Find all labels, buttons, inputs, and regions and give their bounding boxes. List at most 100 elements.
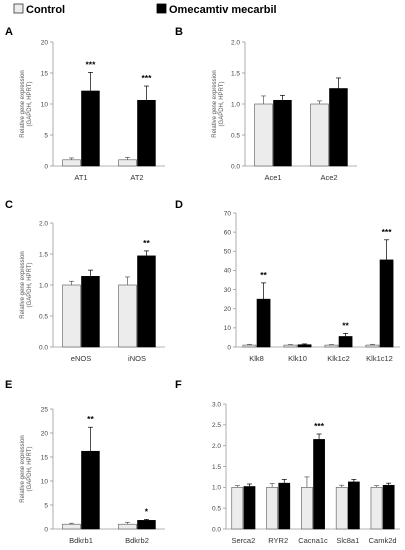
x-tick-label: Klk10 (288, 354, 307, 363)
y-axis-label-unit: (GAPDH, HPRT) (27, 263, 33, 308)
x-tick-label: Klk8 (249, 354, 264, 363)
x-tick-label: Slc8a1 (336, 536, 359, 545)
significance-marker: *** (382, 227, 393, 237)
legend-swatch-control (13, 3, 24, 14)
significance-marker: ** (143, 238, 150, 248)
legend: Control Omecamtiv mecarbil (13, 3, 277, 16)
significance-marker: ** (342, 320, 349, 330)
y-axis-label: Relative gene expression (212, 70, 218, 137)
y-tick-label: 30 (224, 287, 232, 294)
y-tick-label: 0.0 (39, 344, 48, 351)
panel-letter: F (175, 379, 182, 391)
x-tick-label: Camk2d (369, 536, 397, 545)
bar-control (62, 159, 81, 167)
x-tick-label: Klk1c2 (327, 354, 350, 363)
bar-treated (338, 336, 353, 348)
panel-d: D 0 10 20 30 40 50 60 70 Klk8 Klk10 Klk1c2 Klk1c12 **… (175, 199, 400, 363)
bar-control (118, 523, 137, 530)
bar-treated (137, 255, 156, 348)
y-tick-label: 0.0 (212, 526, 221, 533)
y-tick-label: 0.5 (39, 313, 48, 320)
bar-control (310, 103, 329, 167)
significance-marker: *** (85, 59, 96, 69)
y-tick-label: 2.0 (39, 220, 48, 227)
y-tick-label: 20 (41, 39, 49, 46)
y-tick-label: 25 (41, 406, 49, 413)
bar-treated (379, 259, 394, 348)
significance-marker: *** (141, 73, 152, 83)
bar-control (62, 523, 81, 530)
y-tick-label: 60 (224, 229, 232, 236)
y-axis-label-unit: (GAPDH, HPRT) (27, 82, 33, 127)
bar-control (324, 344, 339, 348)
bar-control (62, 284, 81, 348)
y-tick-label: 0.5 (231, 132, 240, 139)
bar-control (335, 487, 348, 530)
x-tick-label: iNOS (128, 354, 146, 363)
x-tick-label: AT1 (74, 173, 87, 182)
panel-f: F 0.0 0.5 1.0 1.5 2.0 2.5 3.0 Serca2 RYR2 Cacna1c S… (175, 379, 400, 545)
y-tick-label: 10 (224, 325, 232, 332)
y-tick-label: 10 (41, 478, 49, 485)
legend-label-treated: Omecamtiv mecarbil (169, 4, 277, 16)
significance-marker: * (145, 506, 149, 516)
x-tick-label: RYR2 (268, 536, 288, 545)
y-axis-label-unit: (GAPDH, HPRT) (219, 82, 225, 127)
y-tick-label: 5 (44, 502, 48, 509)
y-tick-label: 2.0 (212, 443, 221, 450)
bar-treated (137, 99, 156, 167)
y-tick-label: 40 (224, 268, 232, 275)
bar-treated (347, 481, 360, 530)
bar-control (365, 344, 380, 348)
y-axis-label: Relative gene expression (20, 435, 26, 502)
y-tick-label: 0.5 (212, 505, 221, 512)
bar-control (231, 487, 244, 530)
bar-control (118, 284, 137, 348)
significance-marker: ** (260, 270, 267, 280)
x-tick-label: eNOS (71, 354, 91, 363)
bar-treated (243, 486, 256, 530)
y-tick-label: 10 (41, 101, 49, 108)
panel-c: C 0.0 0.5 1.0 1.5 2.0 Relative gene expression… (5, 199, 165, 363)
y-tick-label: 20 (41, 430, 49, 437)
bar-control (254, 103, 273, 167)
bar-treated (137, 520, 156, 530)
y-tick-label: 50 (224, 249, 232, 256)
x-tick-label: AT2 (130, 173, 143, 182)
y-tick-label: 1.5 (39, 251, 48, 258)
x-tick-label: Bdkrb2 (125, 536, 149, 545)
bar-treated (313, 439, 325, 530)
significance-marker: ** (87, 414, 94, 424)
x-tick-label: Klk1c12 (366, 354, 393, 363)
bar-control (301, 487, 313, 530)
bar-treated (329, 88, 348, 167)
panel-letter: E (5, 379, 12, 391)
bar-treated (278, 482, 291, 530)
bar-treated (81, 90, 100, 167)
y-axis-label: Relative gene expression (20, 70, 26, 137)
panel-letter: D (175, 199, 183, 211)
panel-b: B 0.0 0.5 1.0 1.5 2.0 Relative gene expression… (175, 26, 357, 182)
bar-control (242, 344, 257, 348)
bar-treated (382, 484, 395, 530)
bar-control (118, 159, 137, 167)
bar-treated (273, 99, 292, 167)
panel-letter: A (5, 26, 13, 38)
bar-control (266, 487, 278, 530)
x-tick-label: Ace1 (264, 173, 281, 182)
y-tick-label: 5 (44, 132, 48, 139)
y-axis-label-unit: (GAPDH, HPRT) (27, 447, 33, 492)
y-tick-label: 1.0 (39, 282, 48, 289)
y-tick-label: 1.5 (231, 70, 240, 77)
y-tick-label: 0 (44, 163, 48, 170)
bar-treated (81, 450, 100, 530)
panel-e: E 0 5 10 15 20 25 Relative gene expression (GAPD… (5, 379, 165, 545)
x-tick-label: Serca2 (232, 536, 256, 545)
x-tick-label: Bdkrb1 (69, 536, 93, 545)
bar-control (370, 487, 383, 530)
y-tick-label: 15 (41, 70, 49, 77)
y-tick-label: 0 (227, 344, 231, 351)
bar-treated (297, 344, 312, 348)
bar-control (283, 344, 298, 348)
